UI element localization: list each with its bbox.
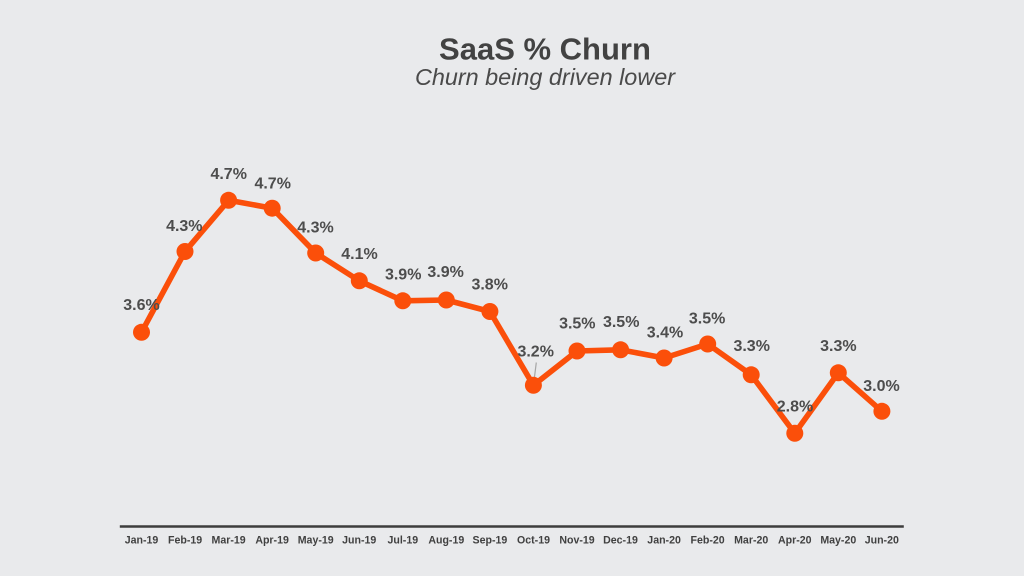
svg-text:2.8%: 2.8%	[777, 398, 813, 415]
svg-text:Feb-19: Feb-19	[168, 535, 202, 547]
svg-text:4.3%: 4.3%	[166, 218, 202, 235]
svg-text:Jan-19: Jan-19	[125, 535, 159, 547]
svg-text:4.7%: 4.7%	[210, 166, 246, 183]
svg-text:Mar-20: Mar-20	[734, 535, 768, 547]
svg-text:3.2%: 3.2%	[517, 343, 553, 360]
svg-text:3.5%: 3.5%	[603, 314, 639, 331]
svg-text:3.9%: 3.9%	[427, 264, 463, 281]
svg-text:Jul-19: Jul-19	[387, 535, 418, 547]
svg-text:Feb-20: Feb-20	[691, 535, 725, 547]
svg-text:Dec-19: Dec-19	[603, 535, 638, 547]
svg-text:3.9%: 3.9%	[385, 266, 421, 283]
svg-text:3.5%: 3.5%	[689, 310, 725, 327]
svg-text:3.6%: 3.6%	[123, 297, 159, 314]
svg-text:Mar-19: Mar-19	[212, 535, 246, 547]
svg-text:SaaS % Churn: SaaS % Churn	[439, 32, 651, 67]
svg-text:3.5%: 3.5%	[559, 316, 595, 333]
svg-text:Oct-19: Oct-19	[517, 535, 550, 547]
svg-text:Apr-20: Apr-20	[778, 535, 812, 547]
svg-text:Jun-19: Jun-19	[342, 535, 376, 547]
svg-text:Jan-20: Jan-20	[647, 535, 681, 547]
svg-text:3.3%: 3.3%	[820, 338, 856, 355]
svg-text:4.7%: 4.7%	[254, 175, 290, 192]
svg-text:Aug-19: Aug-19	[428, 535, 464, 547]
svg-text:3.4%: 3.4%	[647, 324, 683, 341]
svg-text:3.3%: 3.3%	[733, 338, 769, 355]
svg-text:Apr-19: Apr-19	[255, 535, 289, 547]
svg-text:Nov-19: Nov-19	[559, 535, 594, 547]
svg-text:Churn being driven lower: Churn being driven lower	[415, 64, 676, 90]
svg-text:Sep-19: Sep-19	[473, 535, 508, 547]
svg-text:4.3%: 4.3%	[297, 219, 333, 236]
svg-text:3.8%: 3.8%	[471, 277, 507, 294]
svg-text:May-19: May-19	[298, 535, 334, 547]
svg-text:May-20: May-20	[820, 535, 856, 547]
svg-text:4.1%: 4.1%	[341, 246, 377, 263]
svg-text:3.0%: 3.0%	[863, 378, 899, 395]
svg-text:Jun-20: Jun-20	[865, 535, 899, 547]
